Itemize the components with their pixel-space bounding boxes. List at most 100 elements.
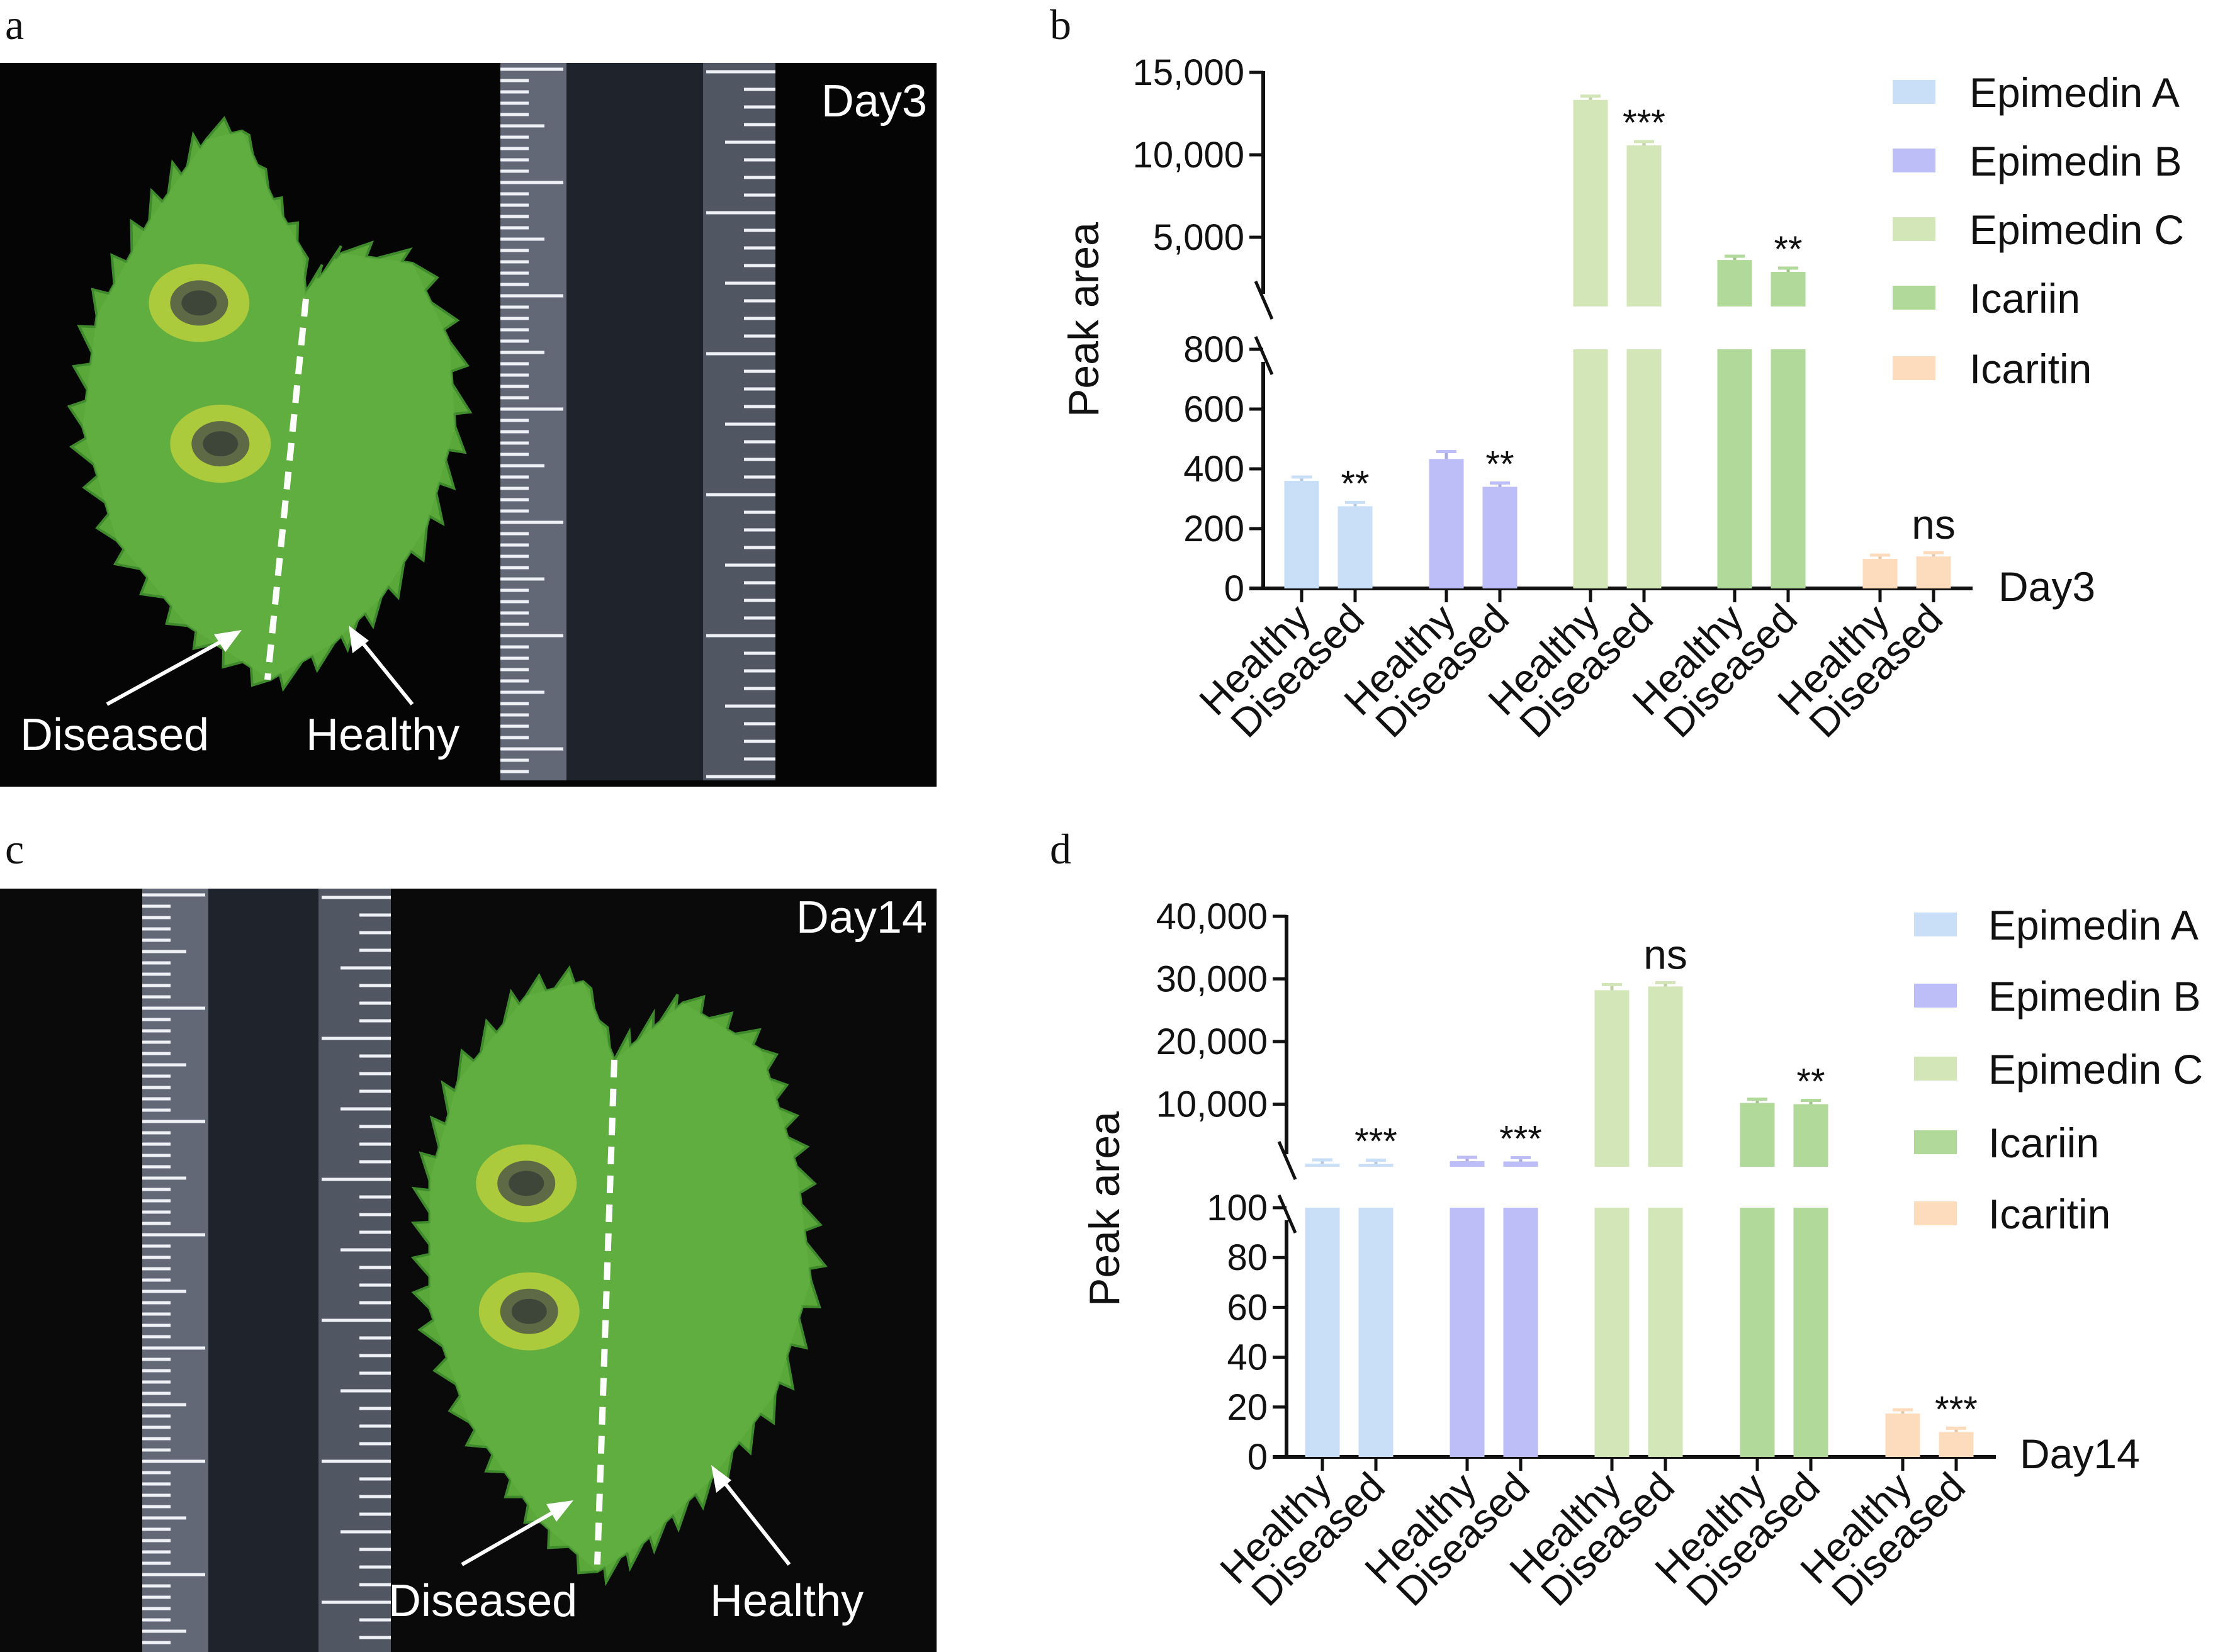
legend-swatch	[1893, 356, 1935, 380]
legend-label: Epimedin C	[1969, 206, 2184, 253]
bar	[1284, 481, 1319, 588]
bar-upper-segment	[1450, 1161, 1485, 1167]
y-tick-label: 0	[1224, 568, 1244, 609]
leaf	[410, 965, 828, 1587]
bar-upper-segment	[1305, 1164, 1340, 1167]
legend-label: Icariin	[1969, 275, 2080, 322]
bar	[1862, 558, 1898, 588]
legend-swatch	[1893, 80, 1935, 104]
legend-swatch	[1914, 1130, 1957, 1154]
bar-lower-segment	[1740, 1208, 1775, 1457]
legend-label: Epimedin B	[1988, 973, 2201, 1020]
significance-label: **	[1341, 463, 1369, 504]
dividing-dashed-line	[594, 1059, 617, 1565]
bar-lower-segment	[1717, 349, 1752, 588]
healthy-label: Healthy	[710, 1576, 864, 1626]
significance-label: ***	[1499, 1119, 1542, 1160]
legend-label: Epimedin C	[1988, 1046, 2203, 1093]
leaf	[67, 116, 473, 692]
diseased-label: Diseased	[388, 1576, 577, 1626]
legend-label: Epimedin A	[1969, 69, 2180, 116]
day-label: Day3	[821, 76, 927, 126]
bar-lower-segment	[1594, 1208, 1630, 1457]
significance-label: ***	[1935, 1389, 1978, 1430]
y-axis-title: Peak area	[1081, 1111, 1129, 1306]
bar-upper-segment	[1793, 1104, 1828, 1167]
bar-lower-segment	[1503, 1208, 1538, 1457]
bar-lower-segment	[1573, 349, 1608, 588]
bar	[1429, 459, 1464, 588]
leaf-surface	[82, 130, 456, 680]
bar-lower-segment	[1358, 1208, 1394, 1457]
leaf-surface	[429, 981, 811, 1572]
legend-swatch	[1914, 984, 1957, 1008]
y-tick-label: 20,000	[1156, 1021, 1268, 1062]
y-tick-label: 10,000	[1133, 135, 1244, 176]
day-label: Day14	[796, 892, 927, 943]
legend-label: Icariin	[1988, 1120, 2099, 1166]
lesion-core	[511, 1298, 547, 1324]
y-tick-label: 60	[1227, 1287, 1268, 1328]
bar-upper-segment	[1594, 990, 1630, 1167]
significance-label: **	[1796, 1062, 1825, 1103]
bar-lower-segment	[1626, 349, 1662, 588]
axis-break-mark	[1277, 1141, 1297, 1180]
leaf-photo-day3: Diseased Healthy Day3	[0, 63, 937, 787]
significance-label: ns	[1643, 931, 1687, 977]
y-tick-label: 10,000	[1156, 1084, 1268, 1125]
y-tick-label: 100	[1207, 1188, 1268, 1228]
healthy-label: Healthy	[306, 710, 459, 760]
y-tick-label: 80	[1227, 1237, 1268, 1278]
y-tick-label: 40,000	[1156, 896, 1268, 937]
lesion-core	[203, 431, 239, 457]
dividing-dashed-line	[264, 298, 309, 680]
y-tick-label: 800	[1183, 329, 1244, 370]
arrow-healthy	[711, 1465, 791, 1566]
y-tick-label: 0	[1247, 1437, 1268, 1478]
y-tick-label: 400	[1183, 449, 1244, 490]
y-axis-title: Peak area	[1060, 222, 1108, 417]
axis-break-mark	[1254, 281, 1274, 320]
bar-upper-segment	[1771, 271, 1806, 306]
legend-label: Icaritin	[1969, 346, 2092, 392]
bar	[1482, 486, 1518, 588]
ruler-inch-scale	[703, 63, 775, 780]
panel-label-c: c	[5, 825, 24, 873]
lesion-core	[181, 290, 217, 316]
axis-break-mark	[1254, 336, 1274, 375]
legend-swatch	[1893, 149, 1935, 172]
legend-swatch	[1914, 913, 1957, 936]
condition-label: Day3	[1998, 563, 2095, 610]
arrow-healthy	[349, 626, 414, 705]
bar-upper-segment	[1503, 1161, 1538, 1167]
diseased-label: Diseased	[20, 710, 209, 760]
ruler	[142, 889, 391, 1652]
y-tick-label: 200	[1183, 509, 1244, 549]
y-tick-label: 15,000	[1133, 52, 1244, 93]
lesion-core	[509, 1171, 544, 1196]
legend-label: Epimedin B	[1969, 138, 2182, 184]
panel-label-d: d	[1050, 825, 1071, 873]
significance-label: **	[1774, 229, 1802, 270]
arrow-diseased	[106, 630, 242, 706]
bar-chart-day14: 02040608010010,00020,00030,00040,000Heal…	[1081, 896, 2203, 1615]
significance-label: ns	[1912, 501, 1956, 548]
legend-swatch	[1914, 1057, 1957, 1081]
bar-upper-segment	[1648, 986, 1683, 1167]
significance-label: ***	[1354, 1121, 1397, 1162]
condition-label: Day14	[2020, 1430, 2140, 1477]
bar-upper-segment	[1717, 260, 1752, 306]
bar-upper-segment	[1573, 99, 1608, 306]
bar-lower-segment	[1648, 1208, 1683, 1457]
bar	[1916, 556, 1951, 588]
arrow-diseased	[461, 1500, 573, 1566]
significance-label: **	[1485, 444, 1514, 485]
y-tick-label: 20	[1227, 1387, 1268, 1428]
panel-label-b: b	[1050, 1, 1071, 48]
bar-chart-day3: 02004006008005,00010,00015,000HealthyDis…	[1060, 52, 2184, 746]
y-tick-label: 600	[1183, 389, 1244, 430]
bar-upper-segment	[1626, 145, 1662, 306]
legend-label: Epimedin A	[1988, 902, 2199, 948]
bar-lower-segment	[1450, 1208, 1485, 1457]
